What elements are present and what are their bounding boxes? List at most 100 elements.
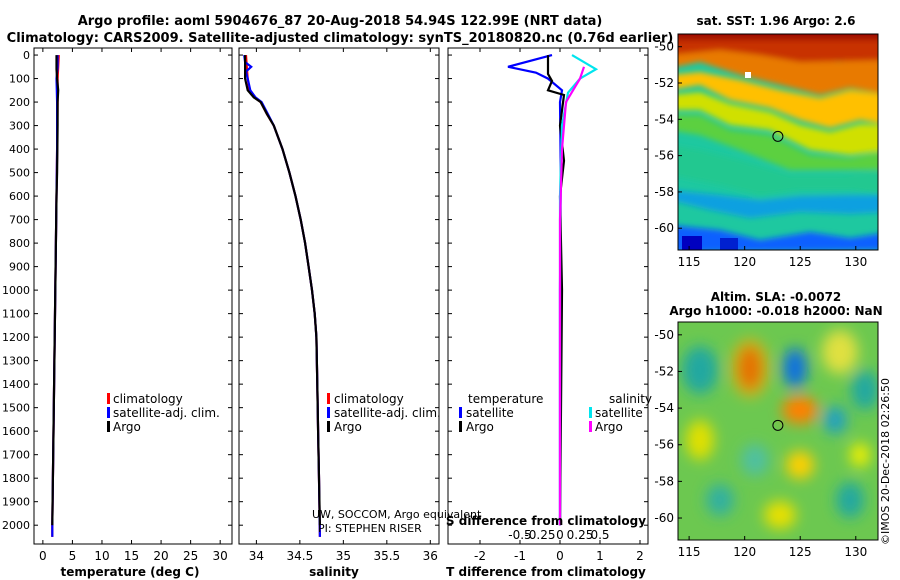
x-tick-label: 25 xyxy=(183,549,198,563)
depth-tick-label: 1900 xyxy=(2,496,30,509)
series-line-argo xyxy=(51,55,60,526)
x-tick-label: -2 xyxy=(474,549,486,563)
s-tick-label: 0.5 xyxy=(590,528,609,542)
series-line-s-satellite xyxy=(558,54,599,526)
map-y-tick-label: -56 xyxy=(654,149,674,163)
x-tick-label: 10 xyxy=(94,549,109,563)
depth-tick-label: 1500 xyxy=(2,402,30,415)
legend-swatch-satellite xyxy=(107,407,110,418)
argo-location-marker xyxy=(772,419,784,431)
legend-swatch-s-argo xyxy=(589,421,592,432)
title-line-1: Argo profile: aoml 5904676_87 20-Aug-201… xyxy=(78,14,603,29)
temperature-legend: climatology satellite-adj. clim. Argo xyxy=(107,392,220,434)
x-tick-label: 34.5 xyxy=(287,549,314,563)
depth-tick-label: 100 xyxy=(9,73,30,86)
x-tick-label: 35.5 xyxy=(373,549,400,563)
legend-label-t-satellite: satellite xyxy=(466,406,514,420)
legend-title-temperature: temperature xyxy=(468,392,543,406)
t-difference-x-axis: -2 -1 0 1 2 xyxy=(474,48,644,563)
x-tick-label: 2 xyxy=(636,549,644,563)
x-tick-label: 35 xyxy=(336,549,351,563)
temperature-x-axis: 0 5 10 15 20 25 30 xyxy=(39,48,228,563)
depth-tick-label: 1400 xyxy=(2,378,30,391)
x-tick-label: 34 xyxy=(249,549,264,563)
map-x-tick-label: 120 xyxy=(733,255,756,269)
series-line-t-satellite xyxy=(507,54,564,526)
x-tick-label: 30 xyxy=(213,549,228,563)
sla-map-subtitle: Argo h1000: -0.018 h2000: NaN xyxy=(669,304,882,318)
legend-swatch-argo xyxy=(107,421,110,432)
depth-tick-label: 0 xyxy=(23,49,30,62)
map-x-tick-label: 130 xyxy=(844,255,867,269)
depth-tick-label: 500 xyxy=(9,167,30,180)
temperature-x-label: temperature (deg C) xyxy=(61,565,200,579)
legend-label-satellite: satellite-adj. clim. xyxy=(113,406,220,420)
map-y-tick-label: -50 xyxy=(654,328,674,342)
legend-swatch-climatology xyxy=(107,393,110,404)
map-y-tick-label: -58 xyxy=(654,185,674,199)
legend-label-climatology: climatology xyxy=(113,392,183,406)
s-tick-label: 0 xyxy=(556,528,564,542)
x-tick-label: -1 xyxy=(514,549,526,563)
sla-map-image xyxy=(678,322,878,540)
s-difference-label: S difference from climatology xyxy=(446,514,646,528)
depth-tick-label: 2000 xyxy=(2,519,30,532)
map-x-tick-label: 125 xyxy=(789,255,812,269)
legend-label-climatology: climatology xyxy=(334,392,404,406)
depth-tick-label: 900 xyxy=(9,261,30,274)
difference-panel-frame xyxy=(447,47,649,545)
depth-tick-label: 1600 xyxy=(2,425,30,438)
map-y-tick-label: -60 xyxy=(654,511,674,525)
legend-label-argo: Argo xyxy=(334,420,362,434)
legend-swatch-t-satellite xyxy=(459,407,462,418)
series-line-argo xyxy=(244,55,321,526)
legend-label-t-argo: Argo xyxy=(466,420,494,434)
legend-swatch-s-satellite xyxy=(589,407,592,418)
legend-swatch-climatology xyxy=(327,393,330,404)
sst-map-image xyxy=(678,34,878,250)
credit-line-1: UW, SOCCOM, Argo equivalent xyxy=(312,508,482,521)
legend-swatch-argo xyxy=(327,421,330,432)
argo-location-marker xyxy=(772,130,784,142)
depth-tick-label: 1000 xyxy=(2,284,30,297)
map-y-tick-label: -56 xyxy=(654,438,674,452)
depth-axis: 0 100 200 300 400 500 600 700 800 900 1000 1100 1200… xyxy=(2,49,648,532)
depth-tick-label: 200 xyxy=(9,96,30,109)
x-tick-label: 5 xyxy=(69,549,77,563)
map-y-tick-label: -54 xyxy=(654,112,674,126)
map-y-tick-label: -54 xyxy=(654,401,674,415)
legend-swatch-satellite xyxy=(327,407,330,418)
depth-tick-label: 700 xyxy=(9,214,30,227)
sst-map-frame xyxy=(677,33,879,251)
legend-label-s-argo: Argo xyxy=(595,420,623,434)
s-difference-x-axis: -0.5-0.25 0 0.250.5 xyxy=(508,528,609,542)
map-x-tick-label: 115 xyxy=(678,545,701,559)
depth-tick-label: 600 xyxy=(9,190,30,203)
s-tick-label: -0.25 xyxy=(524,528,555,542)
legend-title-salinity: salinity xyxy=(609,392,652,406)
salinity-panel-frame xyxy=(238,47,440,545)
temperature-panel-frame xyxy=(33,47,233,545)
series-line-climatology xyxy=(244,55,321,537)
x-tick-label: 36 xyxy=(423,549,438,563)
credit-line-2: PI: STEPHEN RISER xyxy=(318,522,422,535)
map-x-tick-label: 115 xyxy=(678,255,701,269)
depth-tick-label: 400 xyxy=(9,143,30,156)
depth-tick-label: 300 xyxy=(9,120,30,133)
legend-label-s-satellite: satellite xyxy=(595,406,643,420)
map-y-tick-label: -52 xyxy=(654,364,674,378)
map-x-tick-label: 120 xyxy=(733,545,756,559)
sla-map-title: Altim. SLA: -0.0072 xyxy=(711,290,842,304)
depth-tick-label: 1800 xyxy=(2,472,30,485)
difference-series xyxy=(507,54,599,526)
x-tick-label: 15 xyxy=(124,549,139,563)
legend-label-satellite: satellite-adj. clim. xyxy=(334,406,441,420)
depth-tick-label: 1300 xyxy=(2,355,30,368)
s-tick-label: 0.25 xyxy=(567,528,594,542)
s-tick-label: -0.5 xyxy=(508,528,531,542)
legend-label-argo: Argo xyxy=(113,420,141,434)
salinity-legend: climatology satellite-adj. clim. Argo xyxy=(327,392,441,434)
depth-tick-label: 800 xyxy=(9,237,30,250)
map-x-tick-label: 125 xyxy=(789,545,812,559)
